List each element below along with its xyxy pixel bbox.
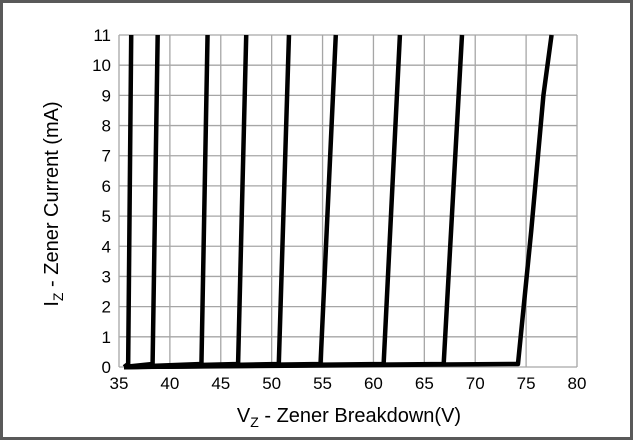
y-tick-label: 8: [102, 117, 111, 136]
x-tick-label: 60: [364, 374, 383, 393]
y-tick-label: 7: [102, 147, 111, 166]
series-line-8: [124, 34, 465, 370]
series-line-4: [124, 34, 249, 370]
y-tick-label: 0: [102, 358, 111, 377]
x-tick-label: 55: [313, 374, 332, 393]
x-axis-label: VZ - Zener Breakdown(V): [237, 405, 461, 430]
y-tick-label: 5: [102, 207, 111, 226]
x-tick-label: 45: [211, 374, 230, 393]
x-tick-label: 80: [568, 374, 587, 393]
x-tick-label: 50: [262, 374, 281, 393]
y-tick-label: 11: [93, 26, 111, 45]
grid: [118, 34, 578, 368]
y-tick-label: 1: [102, 328, 111, 347]
x-tick-label: 75: [517, 374, 536, 393]
series-line-3: [124, 34, 210, 370]
y-tick-labels: 0 1 2 3 4 5 6 7 8 9 10 11: [92, 26, 111, 377]
x-tick-label: 70: [466, 374, 485, 393]
x-tick-label: 65: [415, 374, 434, 393]
series-line-1: [122, 34, 134, 369]
series-line-9: [124, 34, 554, 370]
y-tick-label: 9: [102, 86, 111, 105]
x-tick-labels: 35 40 45 50 55 60 65 70 75 80: [110, 374, 587, 393]
series-group: [122, 34, 554, 370]
y-tick-label: 10: [92, 56, 111, 75]
x-tick-label: 35: [110, 374, 129, 393]
x-tick-label: 40: [160, 374, 179, 393]
y-tick-label: 4: [102, 237, 111, 256]
y-tick-label: 3: [102, 267, 111, 286]
y-tick-label: 2: [102, 298, 111, 317]
y-axis-label: IZ - Zener Current (mA): [41, 101, 66, 306]
series-line-7: [124, 34, 403, 370]
y-tick-label: 6: [102, 177, 111, 196]
